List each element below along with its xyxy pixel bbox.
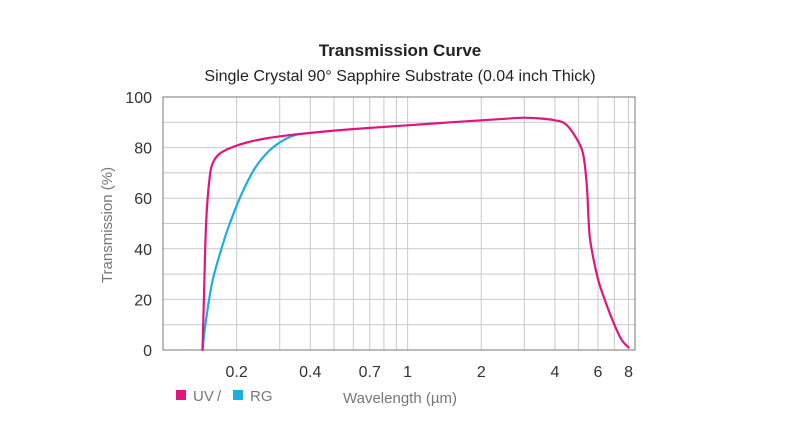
y-tick-label: 40 <box>134 242 152 259</box>
legend: UV / RG <box>176 388 273 405</box>
x-tick-label: 1 <box>403 364 412 381</box>
y-tick-label: 0 <box>143 343 152 360</box>
legend-swatch-uv <box>176 390 186 400</box>
grid-lines <box>162 96 635 351</box>
x-tick-label: 0.7 <box>359 364 381 381</box>
y-tick-labels: 0 20 40 60 80 100 <box>125 90 152 360</box>
x-tick-labels: 0.2 0.4 0.7 1 2 4 6 8 <box>226 364 634 381</box>
legend-swatch-rg <box>233 390 243 400</box>
chart-subtitle: Single Crystal 90° Sapphire Substrate (0… <box>204 68 595 85</box>
series-group <box>201 116 630 352</box>
series-line-uv <box>201 116 630 352</box>
legend-separator: / <box>217 388 222 405</box>
x-tick-label: 4 <box>550 364 559 381</box>
x-tick-label: 0.4 <box>299 364 321 381</box>
x-tick-label: 0.2 <box>226 364 248 381</box>
x-tick-label: 6 <box>594 364 603 381</box>
y-tick-label: 20 <box>134 292 152 309</box>
y-tick-label: 80 <box>134 141 152 158</box>
legend-label-rg: RG <box>250 388 273 405</box>
chart-title: Transmission Curve <box>319 41 482 60</box>
y-tick-label: 100 <box>125 90 152 107</box>
x-tick-label: 2 <box>477 364 486 381</box>
x-tick-label: 8 <box>624 364 633 381</box>
y-axis-label: Transmission (%) <box>99 167 116 283</box>
y-tick-label: 60 <box>134 191 152 208</box>
legend-label-uv: UV <box>193 388 214 405</box>
x-axis-label: Wavelength (µm) <box>343 390 457 407</box>
plot-frame <box>162 96 636 351</box>
series-line-rg <box>201 133 298 352</box>
